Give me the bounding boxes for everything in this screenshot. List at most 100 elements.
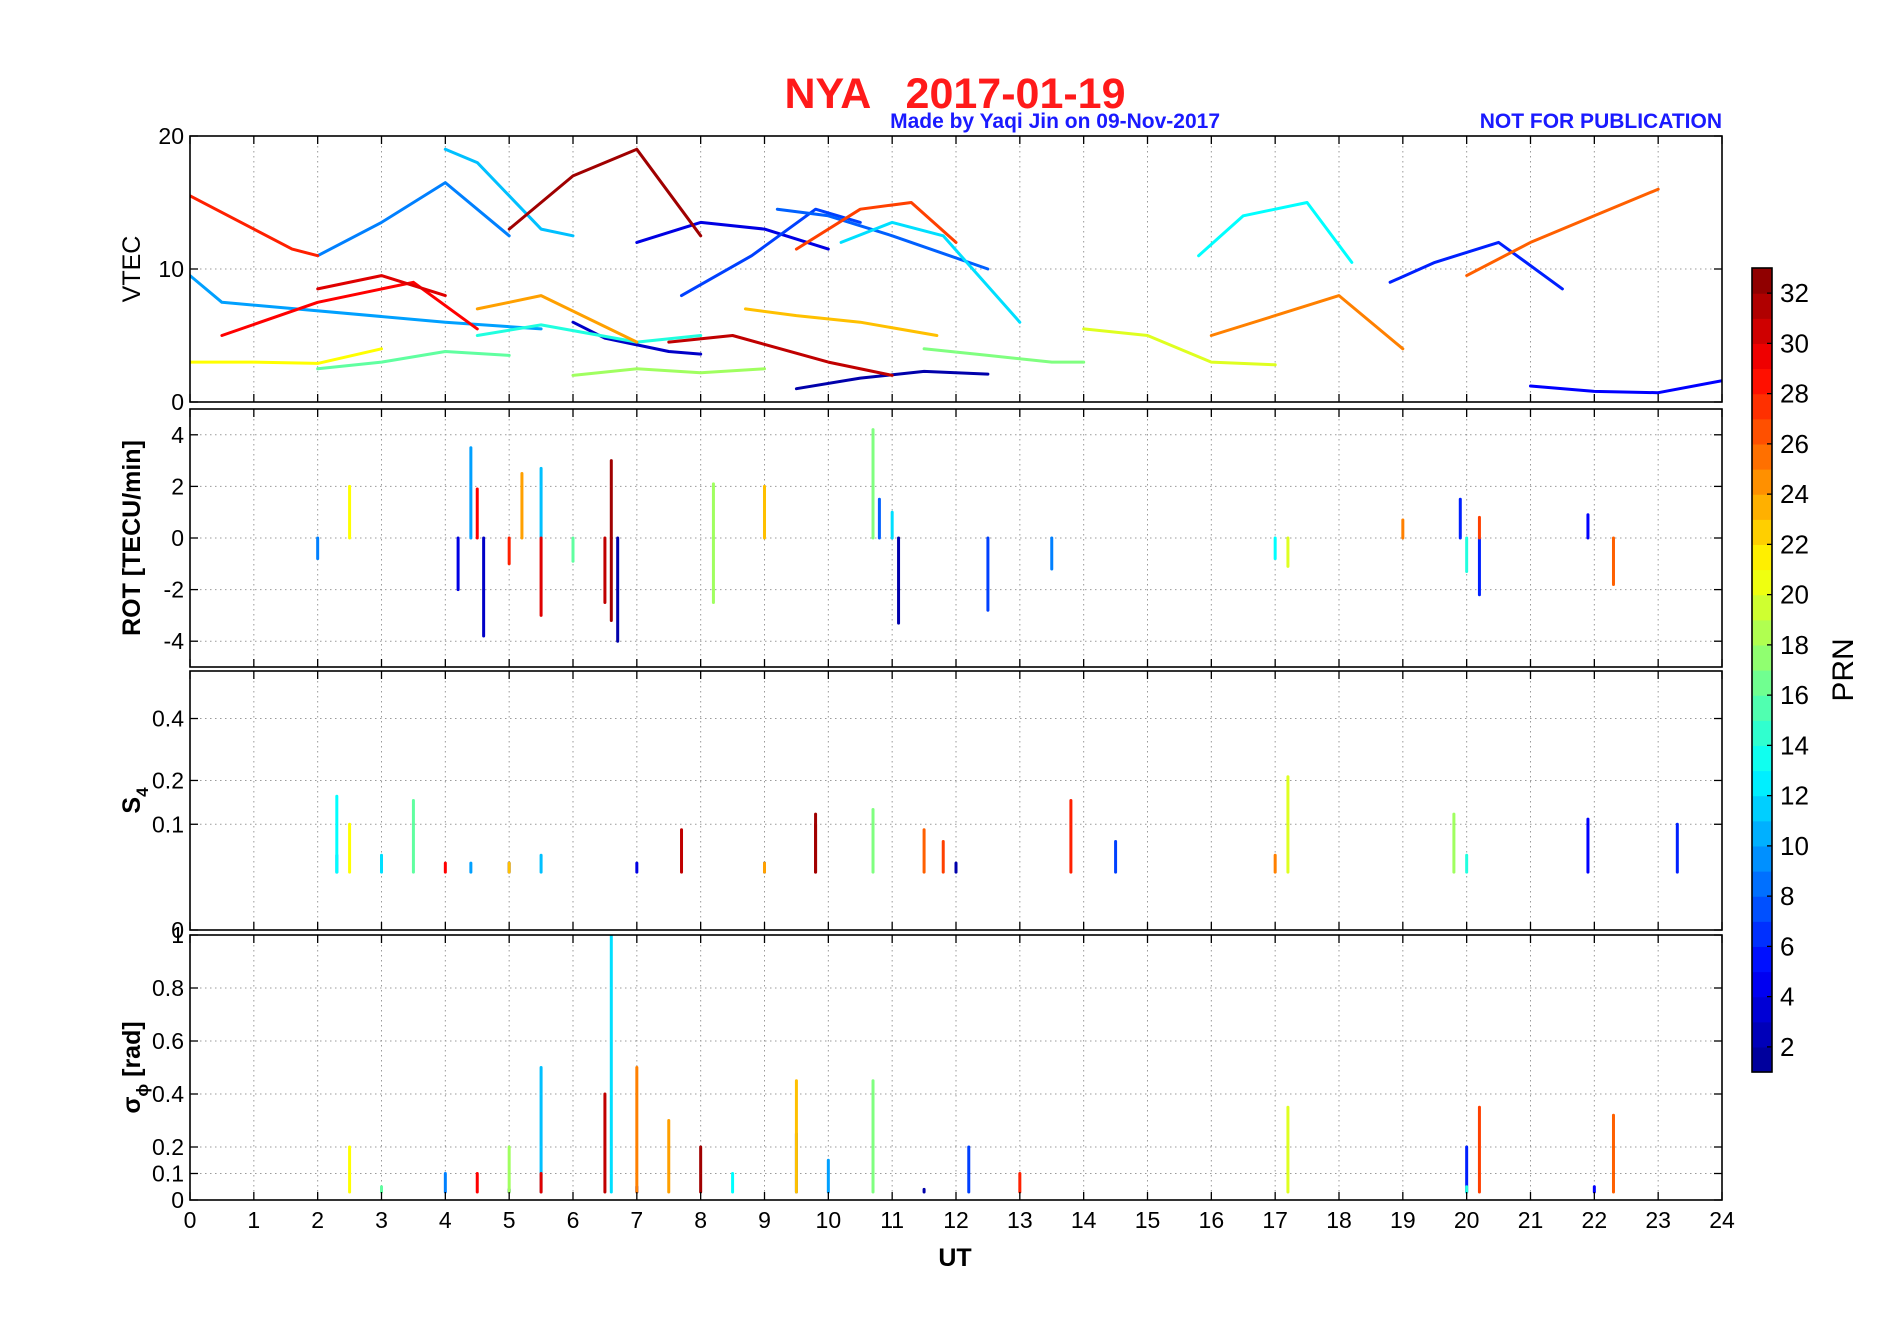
panel-vtec: 0 10 20 VTEC	[118, 123, 1723, 415]
colorbar-segment	[1752, 368, 1772, 395]
traces-s4	[335, 775, 1679, 874]
colorbar-tick-label: 14	[1780, 730, 1809, 760]
trace-prn-28	[190, 194, 320, 258]
colorbar-segment	[1752, 720, 1772, 746]
y-axis-label-sigma_phi: σϕ [rad]	[118, 1021, 152, 1113]
y-tick-label: 0	[171, 389, 184, 415]
colorbar-segment	[1752, 268, 1772, 294]
colorbar-tick-label: 6	[1780, 931, 1794, 961]
x-tick-label: 15	[1135, 1207, 1161, 1233]
colorbar-tick-label: 8	[1780, 881, 1794, 911]
x-tick-label: 5	[503, 1207, 516, 1233]
colorbar-segment	[1752, 795, 1772, 822]
trace-prn-11	[443, 147, 575, 238]
colorbar-tick-label: 32	[1780, 278, 1809, 308]
colorbar-segment	[1752, 619, 1772, 646]
colorbar-tick-label: 16	[1780, 680, 1809, 710]
chart-title: NYA 2017-01-19	[784, 70, 1125, 118]
y-tick-label: 0.1	[152, 811, 184, 837]
x-tick-label: 12	[943, 1207, 969, 1233]
colorbar-tick-label: 22	[1780, 529, 1809, 559]
colorbar-tick-label: 4	[1780, 982, 1794, 1012]
colorbar-segment	[1752, 896, 1772, 922]
colorbar-segment	[1752, 569, 1772, 596]
y-tick-label: 0.1	[152, 1161, 184, 1187]
trace-prn-26	[1465, 187, 1660, 278]
colorbar-frame	[1751, 267, 1773, 1073]
colorbar-tick-label: 24	[1780, 479, 1809, 509]
trace-prn-21	[190, 347, 383, 365]
x-tick-label: 18	[1326, 1207, 1352, 1233]
x-tick-label: 19	[1390, 1207, 1416, 1233]
colorbar-label: PRN	[1827, 638, 1860, 701]
traces-vtec	[190, 147, 1722, 395]
y-tick-label: 1	[171, 922, 184, 948]
trace-prn-12	[839, 220, 1022, 324]
y-tick-label: 4	[171, 422, 184, 448]
y-tick-label: 20	[158, 123, 184, 149]
trace-prn-6	[1388, 240, 1564, 291]
panel-sigma_phi: 00.10.2 0.4 0.6 0.8 1 σϕ [rad]	[118, 922, 1723, 1213]
y-axis-label-rot: ROT [TECU/min]	[118, 440, 146, 636]
y-tick-label: 0.2	[152, 1134, 184, 1160]
colorbar-tick-label: 2	[1780, 1032, 1794, 1062]
colorbar-segment	[1752, 644, 1772, 671]
colorbar-segment	[1752, 820, 1772, 847]
colorbar-segment	[1752, 670, 1772, 696]
colorbar-segment	[1752, 770, 1772, 797]
trace-prn-29	[220, 280, 479, 337]
traces-rot	[316, 428, 1615, 643]
trace-prn-32	[507, 147, 703, 238]
colorbar-segment	[1752, 469, 1772, 495]
trace-prn-20	[1082, 327, 1277, 367]
x-tick-label: 9	[758, 1207, 771, 1233]
trace-prn-7	[680, 207, 862, 298]
x-tick-label: 10	[816, 1207, 842, 1233]
trace-prn-23	[743, 307, 939, 337]
colorbar-segment	[1752, 946, 1772, 973]
colorbar-segment	[1752, 393, 1772, 420]
colorbar-segment	[1752, 594, 1772, 621]
colorbar-segment	[1752, 871, 1772, 897]
x-tick-label: 14	[1071, 1207, 1097, 1233]
colorbar-segment	[1752, 1021, 1772, 1048]
colorbar-segment	[1752, 343, 1772, 370]
trace-prn-9	[316, 181, 511, 258]
colorbar-segment	[1752, 921, 1772, 947]
y-axis-label-s4: S4	[118, 787, 152, 814]
colorbar-tick-label: 12	[1780, 781, 1809, 811]
x-tick-label: 2	[311, 1207, 324, 1233]
colorbar-segment	[1752, 745, 1772, 772]
colorbar-segment	[1752, 996, 1772, 1023]
x-tick-label: 24	[1709, 1207, 1735, 1233]
trace-prn-27	[794, 201, 958, 251]
x-tick-label: 7	[630, 1207, 643, 1233]
x-axis-label: UT	[938, 1244, 971, 1272]
x-tick-label: 3	[375, 1207, 388, 1233]
x-tick-label: 22	[1582, 1207, 1608, 1233]
colorbar-segment	[1752, 1046, 1772, 1073]
trace-prn-18	[571, 367, 766, 377]
colorbar-tick-label: 28	[1780, 379, 1809, 409]
made-by-note: Made by Yaqi Jin on 09-Nov-2017	[890, 110, 1220, 133]
trace-prn-5	[1529, 379, 1722, 395]
y-tick-label: -4	[164, 628, 185, 654]
colorbar-segment	[1752, 544, 1772, 571]
y-tick-label: 0.6	[152, 1028, 184, 1054]
x-tick-label: 20	[1454, 1207, 1480, 1233]
colorbar-segment	[1752, 519, 1772, 545]
y-tick-label: 0	[171, 525, 184, 551]
y-tick-label: 0.4	[152, 1081, 184, 1107]
trace-prn-16	[316, 350, 511, 371]
trace-prn-30	[316, 274, 447, 298]
trace-prn-8	[775, 207, 990, 271]
colorbar-tick-label: 18	[1780, 630, 1809, 660]
x-tick-label: 16	[1199, 1207, 1225, 1233]
y-tick-label: 0.4	[152, 706, 184, 732]
y-tick-label: 10	[158, 256, 184, 282]
x-tick-label: 13	[1007, 1207, 1033, 1233]
not-for-publication-note: NOT FOR PUBLICATION	[1480, 110, 1722, 133]
colorbar-tick-label: 26	[1780, 429, 1809, 459]
